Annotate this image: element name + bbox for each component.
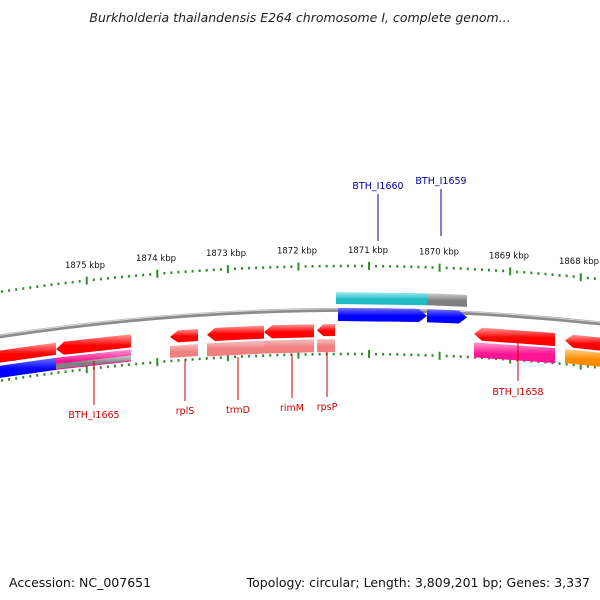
feature-arrow-blue — [338, 308, 427, 323]
feature-bar-magenta — [474, 342, 555, 364]
topology-text: Topology: circular; Length: 3,809,201 bp… — [246, 575, 590, 590]
kbp-label-1870: 1870 kbp — [419, 248, 459, 258]
feature-bar-pink — [317, 339, 335, 353]
feature-arrow-red — [474, 327, 555, 347]
feature-arrow-red — [56, 334, 131, 355]
feature-bar-pink — [264, 339, 314, 354]
feature-arrow-red — [565, 334, 600, 351]
feature-bar-gray — [427, 293, 467, 307]
feature-bar-pink — [170, 344, 198, 359]
gene-label-rpsp: rpsP — [317, 402, 338, 413]
feature-bar-orange — [565, 349, 600, 367]
gene-label-rimm: rimM — [280, 403, 304, 414]
kbp-label-1872: 1872 kbp — [277, 247, 317, 257]
gene-label-trmd: trmD — [226, 405, 250, 416]
feature-arrow-red — [170, 328, 198, 343]
map-title: Burkholderia thailandensis E264 chromoso… — [89, 10, 511, 25]
feature-arrow-red — [207, 325, 264, 341]
gene-label-bth_i1665: BTH_I1665 — [68, 410, 119, 421]
gene-label-bth_i1659: BTH_I1659 — [415, 176, 466, 187]
kbp-label-1874: 1874 kbp — [136, 254, 176, 264]
feature-arrow-red — [317, 324, 335, 337]
backbone-highlight — [0, 308, 600, 336]
accession-text: Accession: NC_007651 — [9, 575, 152, 590]
feature-arrow-red — [264, 324, 314, 339]
feature-bar-cyan — [336, 292, 427, 306]
kbp-label-1868: 1868 kbp — [559, 257, 599, 267]
feature-bar-blue — [0, 357, 56, 378]
gene-label-bth_i1660: BTH_I1660 — [352, 181, 403, 192]
backbone-arc — [0, 308, 600, 339]
kbp-label-1869: 1869 kbp — [489, 251, 529, 261]
feature-arrow-blue — [427, 309, 467, 324]
kbp-label-1873: 1873 kbp — [206, 249, 246, 259]
gene-label-rpls: rplS — [176, 406, 195, 417]
kbp-label-1871: 1871 kbp — [348, 246, 388, 256]
kbp-label-1875: 1875 kbp — [65, 261, 105, 271]
gene-label-bth_i1658: BTH_I1658 — [492, 387, 543, 398]
feature-bar-pink — [207, 340, 264, 357]
feature-bar-red — [0, 342, 56, 363]
